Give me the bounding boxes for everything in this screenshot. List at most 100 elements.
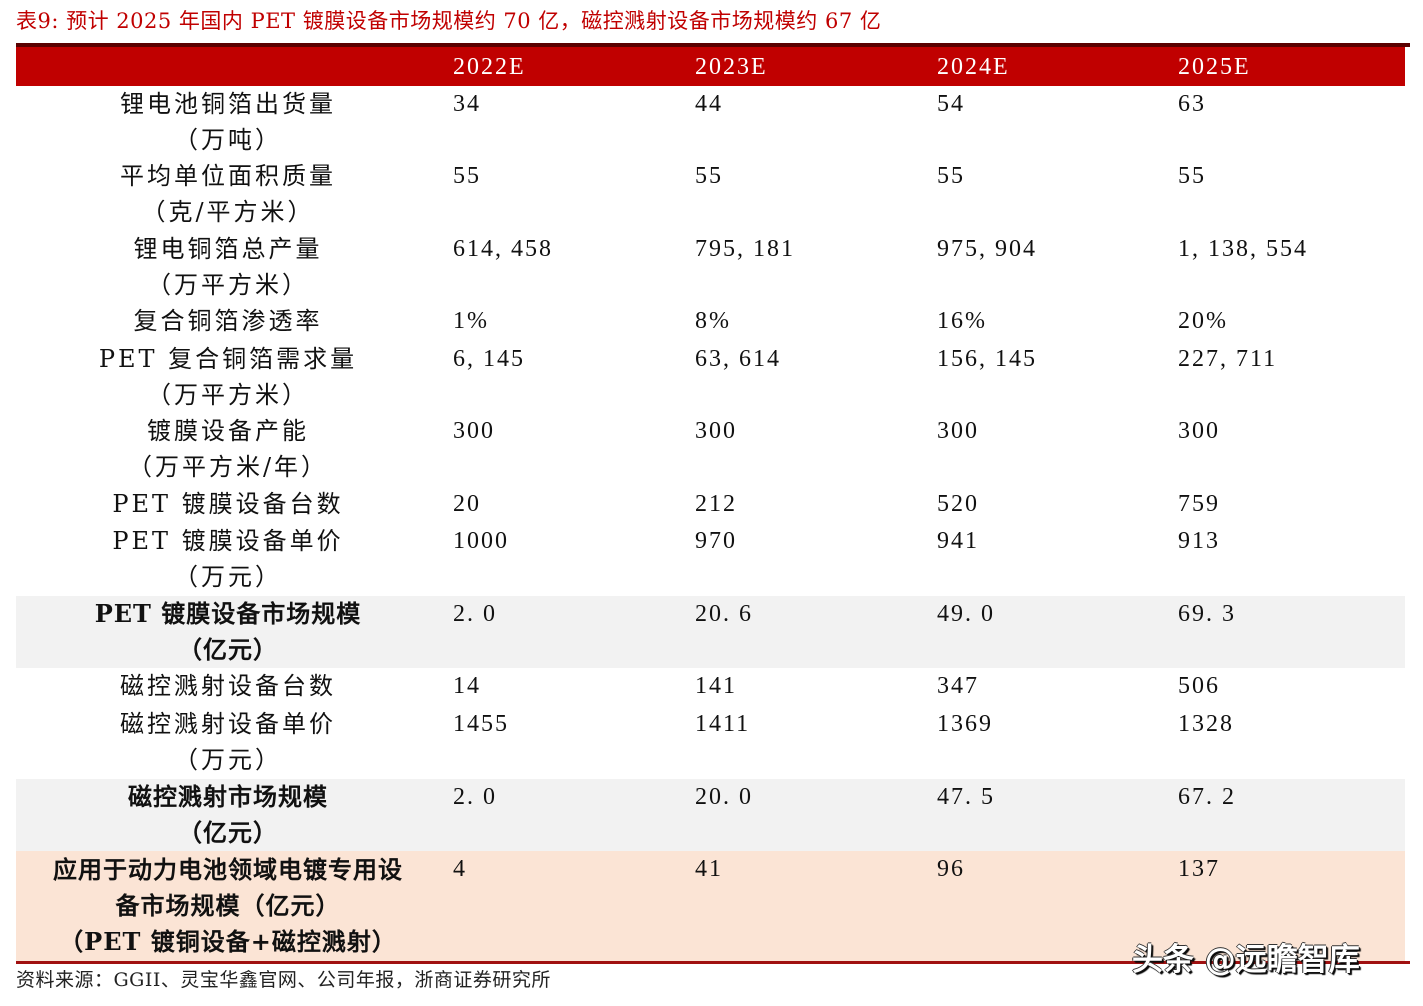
cell-2024e: 54 <box>937 91 965 117</box>
cell-2025e: 1328 <box>1178 711 1234 737</box>
row-label-unit: （亿元） <box>178 635 278 664</box>
cell-2025e: 67. 2 <box>1178 784 1236 810</box>
cell-2022e: 55 <box>453 163 481 189</box>
table-top-rule <box>16 43 1410 47</box>
table-row-highlight: PET 镀膜设备市场规模 （亿元） 2. 0 20. 6 49. 0 69. 3 <box>16 596 1405 668</box>
cell-2023e: 795, 181 <box>695 236 795 262</box>
watermark: 头条 @远瞻智库 <box>1132 942 1360 978</box>
column-header-2023e: 2023E <box>695 54 768 80</box>
cell-2025e: 506 <box>1178 673 1220 699</box>
cell-2025e: 759 <box>1178 491 1220 517</box>
column-header-2025e: 2025E <box>1178 54 1251 80</box>
cell-2024e: 347 <box>937 673 979 699</box>
row-label: 锂电池铜箔出货量 （万吨） <box>16 86 440 158</box>
cell-2022e: 614, 458 <box>453 236 553 262</box>
row-label: 应用于动力电池领域电镀专用设 备市场规模（亿元） （PET 镀铜设备+磁控溅射） <box>16 851 440 960</box>
row-label-unit: （亿元） <box>178 818 278 847</box>
row-label: 磁控溅射设备单价 （万元） <box>16 706 440 778</box>
table-title: 表9: 预计 2025 年国内 PET 镀膜设备市场规模约 70 亿，磁控溅射设… <box>16 9 882 33</box>
column-header-2022e: 2022E <box>453 54 526 80</box>
row-label: 平均单位面积质量 （克/平方米） <box>16 158 440 230</box>
cell-2024e: 55 <box>937 163 965 189</box>
table-row: 锂电池铜箔出货量 （万吨） 34 44 54 63 <box>16 86 1405 158</box>
cell-2023e: 44 <box>695 91 723 117</box>
row-label-line: 磁控溅射市场规模 <box>128 782 328 811</box>
cell-2023e: 20. 6 <box>695 601 753 627</box>
table-header: 2022E 2023E 2024E 2025E <box>16 47 1405 86</box>
row-label: PET 镀膜设备市场规模 （亿元） <box>16 596 440 668</box>
table-row-total: 应用于动力电池领域电镀专用设 备市场规模（亿元） （PET 镀铜设备+磁控溅射）… <box>16 851 1405 961</box>
row-label-line: 锂电铜箔总产量 <box>133 235 323 263</box>
table-bottom-rule <box>16 961 1410 964</box>
cell-2022e: 34 <box>453 91 481 117</box>
cell-2022e: 1% <box>453 308 489 334</box>
cell-2023e: 141 <box>695 673 737 699</box>
cell-2024e: 975, 904 <box>937 236 1037 262</box>
row-label: PET 复合铜箔需求量 （万平方米） <box>16 341 440 413</box>
row-label-unit: （万平方米） <box>147 271 309 299</box>
cell-2025e: 1, 138, 554 <box>1178 236 1308 262</box>
table-row-highlight: 磁控溅射市场规模 （亿元） 2. 0 20. 0 47. 5 67. 2 <box>16 779 1405 851</box>
row-label-line: 应用于动力电池领域电镀专用设 <box>53 855 403 884</box>
cell-2025e: 55 <box>1178 163 1206 189</box>
row-label: 磁控溅射市场规模 （亿元） <box>16 779 440 851</box>
row-label-line: PET 镀膜设备单价 <box>112 527 344 555</box>
cell-2024e: 16% <box>937 308 987 334</box>
row-label-line: 复合铜箔渗透率 <box>133 307 323 335</box>
cell-2023e: 63, 614 <box>695 346 781 372</box>
cell-2023e: 1411 <box>695 711 751 737</box>
row-label: PET 镀膜设备台数 <box>16 486 440 522</box>
row-label: PET 镀膜设备单价 （万元） <box>16 523 440 595</box>
row-label-unit: （万吨） <box>174 126 282 154</box>
row-label: 复合铜箔渗透率 <box>16 303 440 339</box>
row-label: 锂电铜箔总产量 （万平方米） <box>16 231 440 303</box>
table-row: PET 镀膜设备台数 20 212 520 759 <box>16 486 1405 523</box>
cell-2024e: 1369 <box>937 711 993 737</box>
table-row: PET 镀膜设备单价 （万元） 1000 970 941 913 <box>16 523 1405 596</box>
cell-2025e: 63 <box>1178 91 1206 117</box>
cell-2022e: 2. 0 <box>453 601 497 627</box>
cell-2025e: 137 <box>1178 856 1220 882</box>
row-label-line: 磁控溅射设备单价 <box>120 710 336 738</box>
row-label-line: PET 镀膜设备市场规模 <box>94 599 362 628</box>
cell-2023e: 20. 0 <box>695 784 753 810</box>
cell-2022e: 4 <box>453 856 467 882</box>
cell-2025e: 227, 711 <box>1178 346 1278 372</box>
cell-2024e: 47. 5 <box>937 784 995 810</box>
cell-2022e: 300 <box>453 418 495 444</box>
row-label-unit: （万元） <box>174 563 282 591</box>
cell-2023e: 212 <box>695 491 737 517</box>
cell-2023e: 8% <box>695 308 731 334</box>
row-label-line: PET 复合铜箔需求量 <box>98 345 358 373</box>
cell-2023e: 300 <box>695 418 737 444</box>
row-label-line: PET 镀膜设备台数 <box>112 490 344 518</box>
table-row: 平均单位面积质量 （克/平方米） 55 55 55 55 <box>16 158 1405 231</box>
row-label: 镀膜设备产能 （万平方米/年） <box>16 413 440 485</box>
cell-2024e: 156, 145 <box>937 346 1037 372</box>
row-label-unit: （万元） <box>174 746 282 774</box>
row-label-unit: （克/平方米） <box>141 198 315 226</box>
table-row: PET 复合铜箔需求量 （万平方米） 6, 145 63, 614 156, 1… <box>16 341 1405 413</box>
cell-2022e: 1000 <box>453 528 509 554</box>
table-row: 磁控溅射设备台数 14 141 347 506 <box>16 668 1405 706</box>
cell-2024e: 941 <box>937 528 979 554</box>
column-header-2024e: 2024E <box>937 54 1010 80</box>
cell-2024e: 300 <box>937 418 979 444</box>
row-label-line: 镀膜设备产能 <box>147 417 309 445</box>
row-label-line: 备市场规模（亿元） <box>115 891 341 920</box>
cell-2025e: 913 <box>1178 528 1220 554</box>
row-label-line: 平均单位面积质量 <box>120 162 336 190</box>
cell-2025e: 69. 3 <box>1178 601 1236 627</box>
row-label: 磁控溅射设备台数 <box>16 668 440 704</box>
source-note: 资料来源：GGII、灵宝华鑫官网、公司年报，浙商证券研究所 <box>16 969 551 991</box>
cell-2025e: 300 <box>1178 418 1220 444</box>
row-label-unit: （万平方米/年） <box>127 453 329 481</box>
cell-2024e: 49. 0 <box>937 601 995 627</box>
table-row: 锂电铜箔总产量 （万平方米） 614, 458 795, 181 975, 90… <box>16 231 1405 303</box>
cell-2022e: 2. 0 <box>453 784 497 810</box>
row-label-line: 磁控溅射设备台数 <box>120 672 336 700</box>
cell-2023e: 55 <box>695 163 723 189</box>
table-row: 磁控溅射设备单价 （万元） 1455 1411 1369 1328 <box>16 706 1405 779</box>
cell-2022e: 6, 145 <box>453 346 525 372</box>
cell-2023e: 41 <box>695 856 723 882</box>
